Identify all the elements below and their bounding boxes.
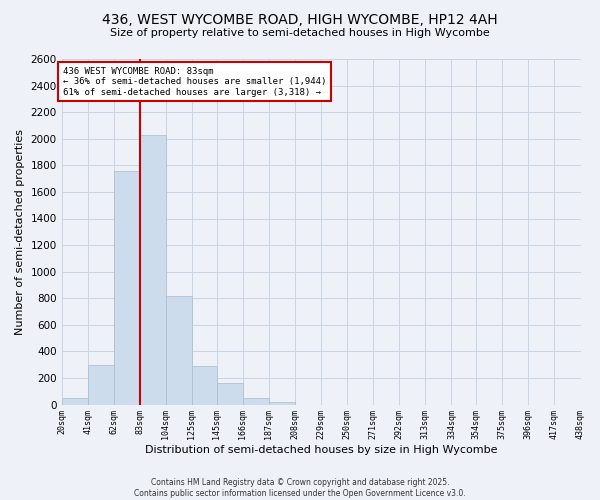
Bar — [114, 170, 140, 404]
Bar — [217, 384, 243, 404]
Bar — [166, 296, 192, 405]
Text: Contains HM Land Registry data © Crown copyright and database right 2025.
Contai: Contains HM Land Registry data © Crown c… — [134, 478, 466, 498]
Text: Size of property relative to semi-detached houses in High Wycombe: Size of property relative to semi-detach… — [110, 28, 490, 38]
Bar — [140, 135, 166, 404]
Bar — [192, 366, 217, 405]
Bar — [88, 364, 114, 405]
Bar — [62, 398, 88, 404]
Text: 436 WEST WYCOMBE ROAD: 83sqm
← 36% of semi-detached houses are smaller (1,944)
6: 436 WEST WYCOMBE ROAD: 83sqm ← 36% of se… — [63, 67, 326, 97]
X-axis label: Distribution of semi-detached houses by size in High Wycombe: Distribution of semi-detached houses by … — [145, 445, 497, 455]
Y-axis label: Number of semi-detached properties: Number of semi-detached properties — [15, 129, 25, 335]
Text: 436, WEST WYCOMBE ROAD, HIGH WYCOMBE, HP12 4AH: 436, WEST WYCOMBE ROAD, HIGH WYCOMBE, HP… — [102, 12, 498, 26]
Bar — [269, 402, 295, 404]
Bar — [243, 398, 269, 404]
